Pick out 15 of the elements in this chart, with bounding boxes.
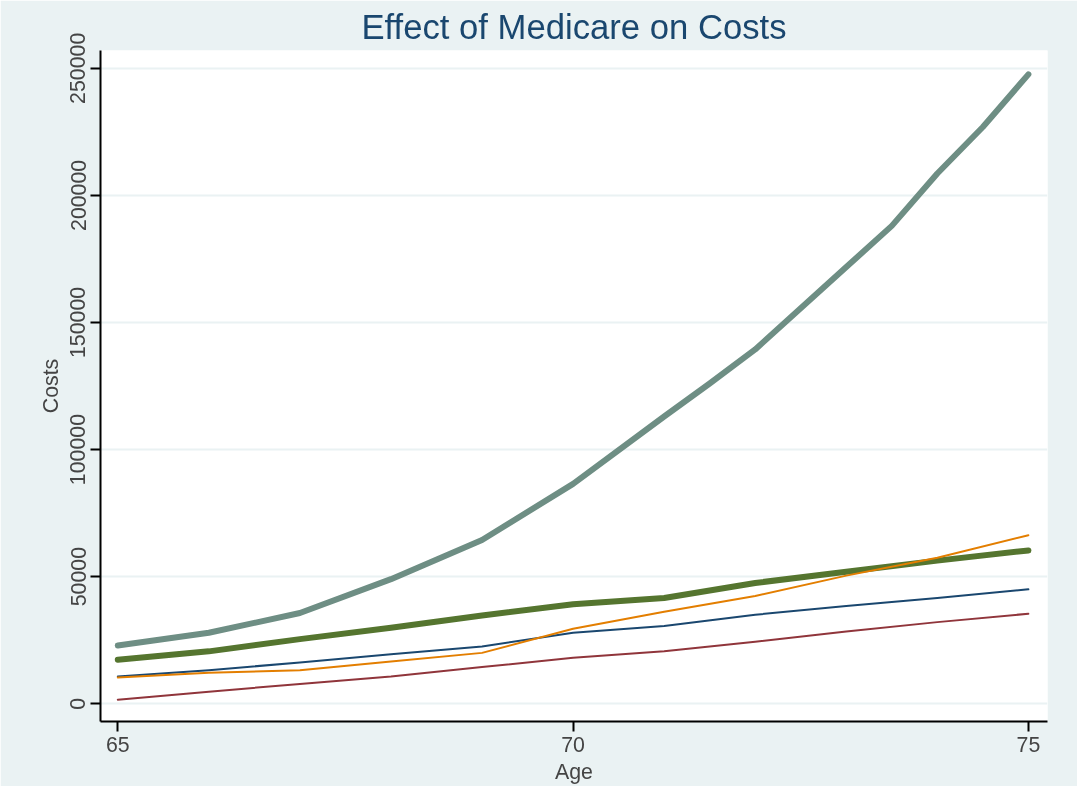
x-tick-label: 65 <box>105 732 130 757</box>
line-series <box>116 588 1030 678</box>
y-tick-label: 250000 <box>66 32 91 104</box>
line-series <box>116 534 1030 679</box>
y-tick-label: 50000 <box>66 546 91 607</box>
x-axis-title: Age <box>555 759 593 784</box>
y-tick-label: 100000 <box>66 413 91 486</box>
y-tick-label: 0 <box>66 697 91 710</box>
y-tick-label: 200000 <box>66 159 91 231</box>
line-series <box>116 612 1030 701</box>
chart-title: Effect of Medicare on Costs <box>361 7 787 46</box>
x-tick-label: 70 <box>561 732 586 757</box>
y-axis-title: Costs <box>38 358 63 414</box>
x-tick-label: 75 <box>1016 732 1041 757</box>
y-tick-label: 150000 <box>66 286 91 359</box>
